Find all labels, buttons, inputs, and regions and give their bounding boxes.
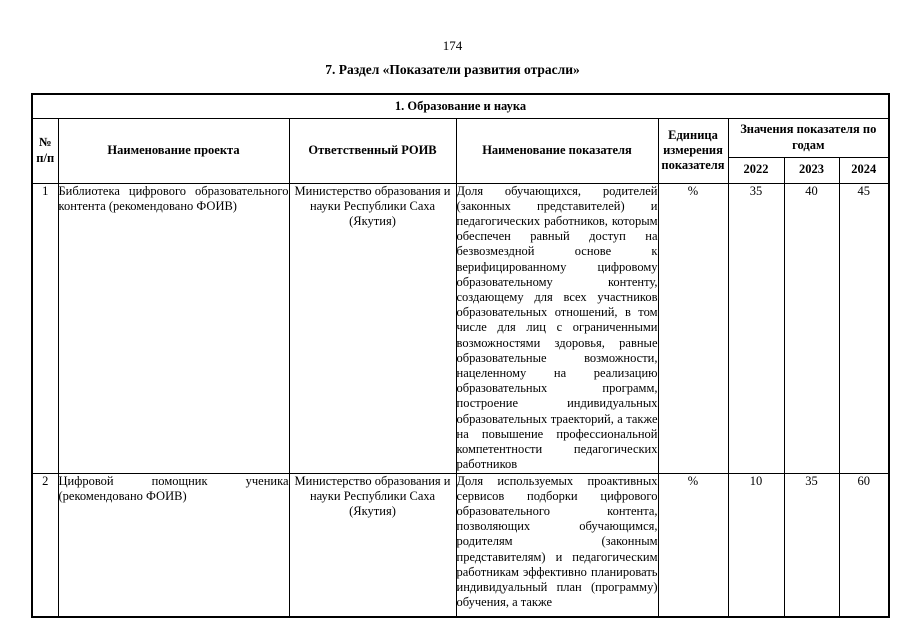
cell-value-2023: 35	[783, 472, 840, 618]
page-number: 174	[442, 38, 463, 53]
table-section-title: 1. Образование и наука	[31, 93, 890, 119]
table-header-row: № п/п Наименование проекта Ответственный…	[31, 117, 890, 184]
table-section-row: 1. Образование и наука	[31, 93, 890, 119]
cell-project-name: Цифровой помощник ученика (рекомендовано…	[57, 472, 290, 618]
indicator-text: Доля используемых проактивных сервисов п…	[456, 473, 658, 610]
cell-row-number: 1	[31, 182, 59, 474]
cell-project-name: Библиотека цифрового образовательного ко…	[57, 182, 290, 474]
cell-indicator-name: Доля используемых проактивных сервисов п…	[455, 472, 659, 618]
cell-value-2024: 60	[838, 472, 890, 618]
table-row: 1 Библиотека цифрового образовательного …	[31, 182, 890, 474]
cell-value-2022: 10	[727, 472, 785, 618]
table-row: 2 Цифровой помощник ученика (рекомендова…	[31, 472, 890, 618]
col-header-num: № п/п	[31, 117, 59, 184]
year-header-2024: 2024	[838, 156, 890, 184]
year-header-2023: 2023	[783, 156, 840, 184]
cell-unit: %	[657, 182, 729, 474]
table-years-row: 2022 2023 2024	[32, 156, 890, 184]
col-header-project: Наименование проекта	[57, 117, 290, 184]
indicator-text: Доля обучающихся, родителей (законных пр…	[456, 183, 658, 472]
cell-unit: %	[657, 472, 729, 618]
col-header-unit: Единица измерения показателя	[657, 117, 729, 184]
col-header-years-group: Значения показателя по годам	[727, 117, 890, 158]
col-header-responsible: Ответственный РОИВ	[288, 117, 457, 184]
cell-indicator-name: Доля обучающихся, родителей (законных пр…	[455, 182, 659, 474]
cell-value-2024: 45	[838, 182, 890, 474]
document-title: 7. Раздел «Показатели развития отрасли»	[325, 62, 580, 77]
indicators-table: 1. Образование и наука № п/п Наименовани…	[31, 93, 891, 618]
cell-responsible-roiv: Министерство образования и науки Республ…	[288, 472, 457, 618]
year-header-2022: 2022	[727, 156, 785, 184]
col-header-indicator: Наименование показателя	[455, 117, 659, 184]
cell-value-2023: 40	[783, 182, 840, 474]
cell-responsible-roiv: Министерство образования и науки Республ…	[288, 182, 457, 474]
cell-row-number: 2	[31, 472, 59, 618]
cell-value-2022: 35	[727, 182, 785, 474]
